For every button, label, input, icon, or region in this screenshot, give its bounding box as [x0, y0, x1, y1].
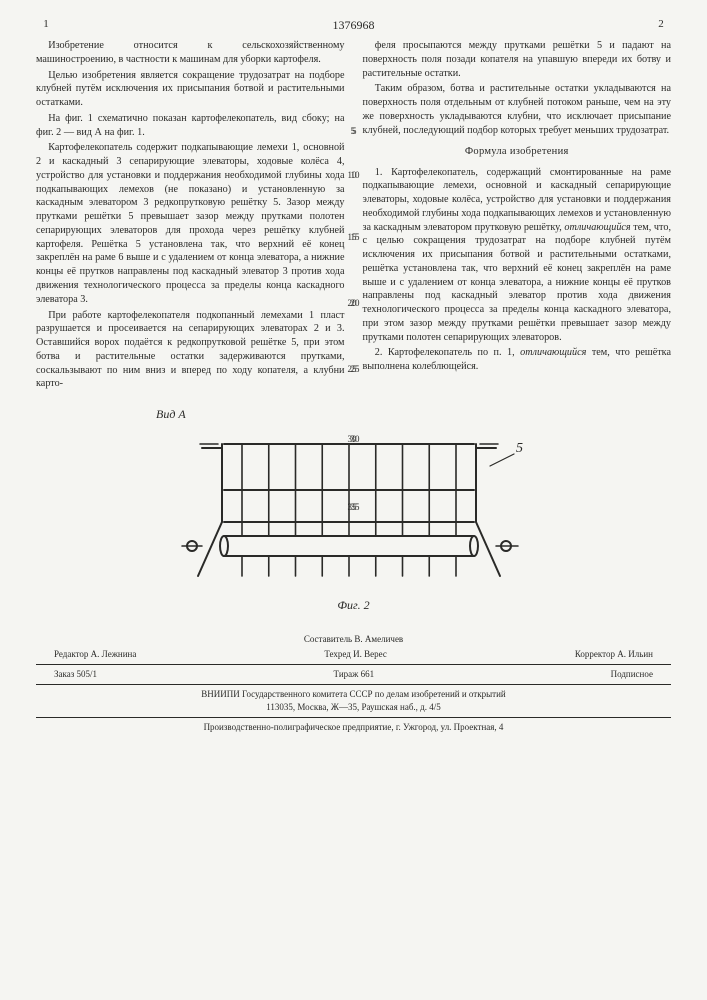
- line-marker: 30: [351, 433, 360, 445]
- divider: [36, 664, 671, 665]
- claim-em: отличающийся: [520, 347, 586, 358]
- paragraph: Картофелекопатель содержит подкапывающие…: [36, 141, 345, 306]
- line-marker: 5: [351, 125, 356, 137]
- footer-tech: Техред И. Верес: [324, 648, 386, 661]
- figure-caption: Фиг. 2: [36, 598, 671, 613]
- footer-tirazh: Тираж 661: [334, 668, 375, 681]
- svg-text:5: 5: [516, 441, 523, 456]
- claim-text: 2. Картофелекопатель по п. 1,: [375, 347, 520, 358]
- footer-editor: Редактор А. Лежнина: [54, 648, 136, 661]
- claim-text: тем, что, с целью сокращения трудозатрат…: [363, 222, 672, 343]
- paragraph: На фиг. 1 схематично показан картофелеко…: [36, 112, 345, 140]
- formula-heading: Формула изобретения: [363, 145, 672, 159]
- footer-row-credits: Редактор А. Лежнина Техред И. Верес Корр…: [36, 648, 671, 661]
- footer-org: ВНИИПИ Государственного комитета СССР по…: [36, 688, 671, 701]
- footer-printer: Производственно-полиграфическое предприя…: [36, 721, 671, 734]
- footer-corrector: Корректор А. Ильин: [575, 648, 653, 661]
- footer-composer: Составитель В. Амеличев: [36, 633, 671, 646]
- claim-1: 1. Картофелекопатель, содержащий смонтир…: [363, 166, 672, 345]
- line-marker: 25: [351, 363, 360, 375]
- footer-sign: Подписное: [611, 668, 653, 681]
- left-column: 5 10 15 20 25 30 35 Изобретение относитс…: [36, 39, 345, 393]
- paragraph: Целью изобретения является сокращение тр…: [36, 69, 345, 110]
- footer-row-order: Заказ 505/1 Тираж 661 Подписное: [36, 668, 671, 681]
- page-number-left: 1: [36, 18, 56, 30]
- line-marker: 20: [351, 297, 360, 309]
- page: 1 1376968 2 5 10 15 20 25 30 35 Изобрете…: [0, 0, 707, 1000]
- divider: [36, 684, 671, 685]
- paragraph: Изобретение относится к сельскохозяйстве…: [36, 39, 345, 67]
- page-number-right: 2: [651, 18, 671, 30]
- line-marker: 10: [351, 169, 360, 181]
- claim-em: отличающийся: [564, 222, 630, 233]
- footer-order: Заказ 505/1: [54, 668, 97, 681]
- right-column: 5 10 15 20 25 30 35 феля просыпаются меж…: [363, 39, 672, 393]
- paragraph: Таким образом, ботва и растительные оста…: [363, 82, 672, 137]
- text-columns: 5 10 15 20 25 30 35 Изобретение относитс…: [36, 39, 671, 393]
- footer-addr: 113035, Москва, Ж—35, Раушская наб., д. …: [36, 701, 671, 714]
- divider: [36, 717, 671, 718]
- line-marker: 15: [351, 231, 360, 243]
- paragraph: феля просыпаются между прутками решётки …: [363, 39, 672, 80]
- figure-view-label: Вид А: [156, 407, 671, 422]
- line-marker: 35: [351, 501, 360, 513]
- claim-2: 2. Картофелекопатель по п. 1, отличающий…: [363, 346, 672, 374]
- header: 1 1376968 2: [36, 18, 671, 33]
- footer: Составитель В. Амеличев Редактор А. Лежн…: [36, 633, 671, 734]
- document-number: 1376968: [56, 18, 651, 33]
- paragraph: При работе картофелекопателя подкопанный…: [36, 309, 345, 392]
